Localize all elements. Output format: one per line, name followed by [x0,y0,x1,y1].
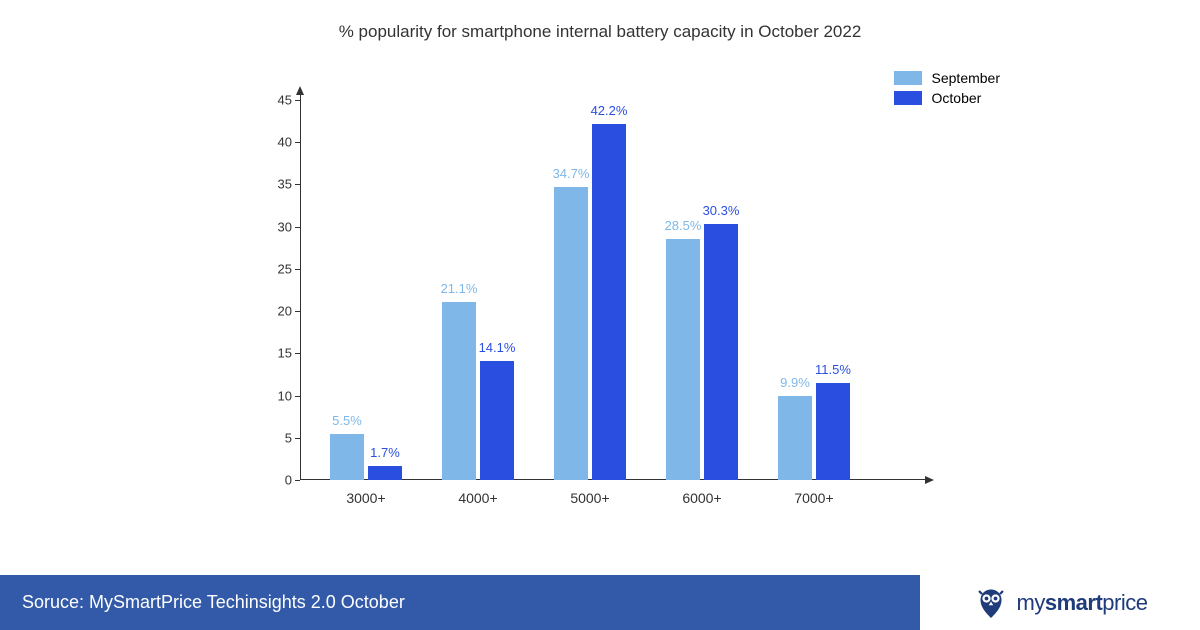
logo-text: mysmartprice [1017,590,1148,616]
bar-value-label: 21.1% [419,281,499,296]
bar-value-label: 5.5% [307,413,387,428]
y-tick-label: 20 [260,304,292,319]
x-tick-label: 6000+ [666,490,738,506]
x-axis-arrow-icon [925,476,934,484]
bar: 28.5% [666,239,700,480]
bar-value-label: 42.2% [569,103,649,118]
bar-value-label: 11.5% [793,362,873,377]
bar-value-label: 30.3% [681,203,761,218]
legend-swatch [894,71,922,85]
y-tick-label: 45 [260,93,292,108]
y-tick-label: 0 [260,473,292,488]
y-axis-arrow-icon [296,86,304,95]
bar-value-label: 14.1% [457,340,537,355]
chart-container: SeptemberOctober 051015202530354045 5.5%… [240,80,960,520]
brand-logo: mysmartprice [920,575,1200,630]
x-tick-label: 5000+ [554,490,626,506]
y-tick-label: 5 [260,430,292,445]
owl-icon [973,585,1009,621]
y-tick-label: 15 [260,346,292,361]
y-tick-mark [295,480,300,481]
y-tick-label: 25 [260,261,292,276]
x-tick-label: 7000+ [778,490,850,506]
bar: 11.5% [816,383,850,480]
bar: 1.7% [368,466,402,480]
bar: 14.1% [480,361,514,480]
bar: 9.9% [778,396,812,480]
bar: 30.3% [704,224,738,480]
legend-label: September [932,70,1000,86]
legend-item: September [894,70,1000,86]
y-tick-label: 35 [260,177,292,192]
x-tick-label: 4000+ [442,490,514,506]
source-text: Soruce: MySmartPrice Techinsights 2.0 Oc… [0,575,920,630]
bar-value-label: 1.7% [345,445,425,460]
bar: 21.1% [442,302,476,480]
bar: 34.7% [554,187,588,480]
plot-area: 051015202530354045 5.5%1.7%3000+21.1%14.… [300,100,920,480]
y-tick-label: 10 [260,388,292,403]
x-tick-label: 3000+ [330,490,402,506]
footer: Soruce: MySmartPrice Techinsights 2.0 Oc… [0,575,1200,630]
y-tick-label: 30 [260,219,292,234]
legend-label: October [932,90,982,106]
chart-title: % popularity for smartphone internal bat… [0,0,1200,42]
bar: 42.2% [592,124,626,480]
y-tick-label: 40 [260,135,292,150]
